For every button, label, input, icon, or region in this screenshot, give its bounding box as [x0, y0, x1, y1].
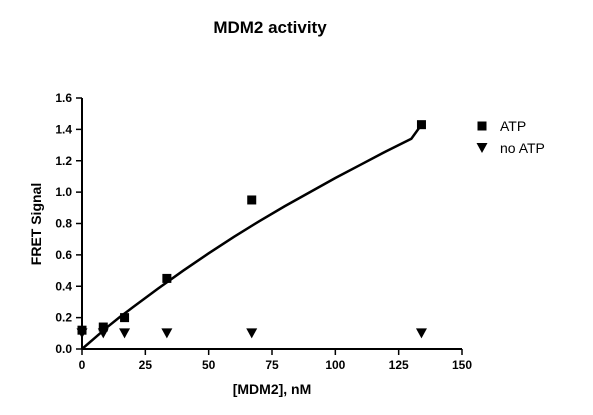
- legend: ATP no ATP: [476, 118, 545, 156]
- atp-point: [162, 273, 172, 283]
- x-tick-label: 25: [139, 358, 153, 372]
- y-tick-label: 0.8: [55, 217, 72, 231]
- y-tick-label: 1.4: [55, 122, 72, 136]
- no-atp-point: [415, 328, 427, 339]
- no-atp-point: [246, 328, 258, 339]
- series-points: [76, 120, 427, 339]
- legend-label-no-atp: no ATP: [500, 140, 545, 156]
- x-tick-label: 150: [452, 358, 472, 372]
- no-atp-point: [76, 328, 88, 339]
- legend-marker-atp: [477, 121, 487, 131]
- y-tick-label: 0.0: [55, 342, 72, 356]
- y-tick-label: 1.0: [55, 185, 72, 199]
- atp-point: [247, 195, 257, 205]
- x-tick-label: 50: [202, 358, 216, 372]
- fit-curve: [81, 123, 423, 350]
- chart-title: MDM2 activity: [213, 18, 327, 37]
- atp-point: [98, 322, 108, 332]
- legend-label-atp: ATP: [500, 118, 526, 134]
- legend-marker-no-atp: [476, 143, 488, 153]
- x-tick-label: 100: [325, 358, 345, 372]
- x-tick-label: 75: [265, 358, 279, 372]
- y-tick-label: 0.4: [55, 279, 72, 293]
- no-atp-point: [119, 328, 131, 339]
- x-tick-label: 125: [389, 358, 409, 372]
- x-ticks: 0 25 50 75 100 125 150: [79, 349, 472, 372]
- y-tick-label: 0.6: [55, 248, 72, 262]
- y-ticks: 0.0 0.2 0.4 0.6 0.8 1.0 1.2 1.4 1.6: [55, 91, 82, 356]
- atp-point: [416, 120, 426, 130]
- y-tick-label: 1.6: [55, 91, 72, 105]
- no-atp-point: [97, 328, 109, 339]
- atp-point: [120, 313, 130, 323]
- plot-area: 0 25 50 75 100 125 150 0.0 0.2 0.4 0.6 0.8 1.0 1.2 1.…: [55, 91, 472, 372]
- y-tick-label: 0.2: [55, 311, 72, 325]
- x-axis-label: [MDM2], nM: [233, 381, 312, 397]
- y-tick-label: 1.2: [55, 154, 72, 168]
- y-axis-label: FRET Signal: [28, 183, 44, 265]
- no-atp-point: [161, 328, 173, 339]
- x-tick-label: 0: [79, 358, 86, 372]
